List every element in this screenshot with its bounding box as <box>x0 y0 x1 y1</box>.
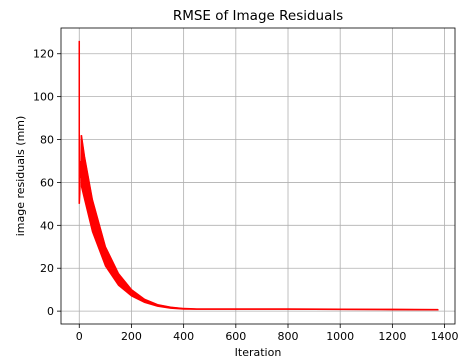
y-tick-label: 100 <box>33 91 54 104</box>
series-line <box>80 135 439 311</box>
x-tick-label: 600 <box>225 330 246 343</box>
plot-frame <box>60 27 456 325</box>
y-tick-label: 40 <box>40 219 54 232</box>
x-tick-label: 800 <box>278 330 299 343</box>
x-tick-label: 1400 <box>431 330 459 343</box>
y-axis-label: image residuals (mm) <box>14 116 27 237</box>
x-ticks: 0 200 400 600 800 1000 1200 1400 <box>76 324 459 343</box>
y-ticks: 0 20 40 60 80 100 120 <box>33 48 61 318</box>
x-axis-label: Iteration <box>235 346 282 359</box>
x-tick-label: 1000 <box>326 330 354 343</box>
x-tick-label: 1200 <box>378 330 406 343</box>
y-tick-label: 60 <box>40 176 54 189</box>
chart-title: RMSE of Image Residuals <box>173 8 343 24</box>
x-tick-label: 400 <box>173 330 194 343</box>
series-oscillation-band <box>80 135 439 311</box>
series-layer <box>78 40 439 311</box>
grid-lines <box>61 28 455 324</box>
y-tick-label: 20 <box>40 262 54 275</box>
y-tick-label: 120 <box>33 48 54 61</box>
series-initial-spike <box>78 40 83 204</box>
x-tick-label: 0 <box>76 330 83 343</box>
y-tick-label: 80 <box>40 134 54 147</box>
y-tick-label: 0 <box>47 305 54 318</box>
x-tick-label: 200 <box>121 330 142 343</box>
